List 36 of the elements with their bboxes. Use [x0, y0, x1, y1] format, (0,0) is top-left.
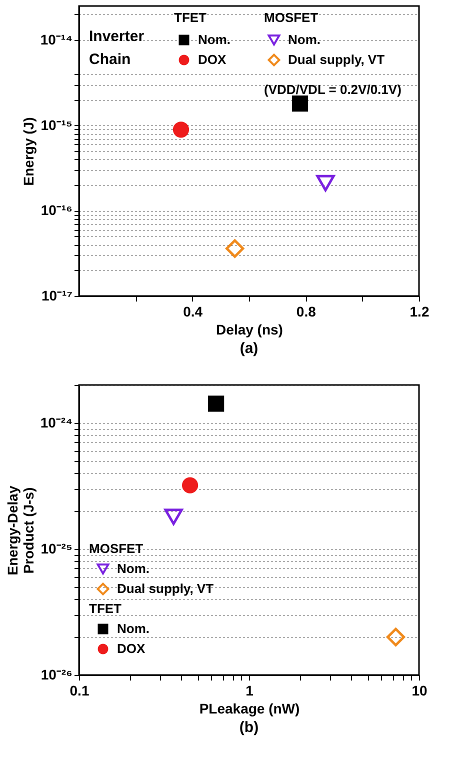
y-tick-label: 10⁻²⁶: [40, 666, 72, 682]
x-tick-label: 1: [246, 682, 254, 698]
text: (b): [239, 719, 259, 736]
legend-label: Nom.: [198, 32, 230, 47]
annotation: (VDD/VDL = 0.2V/0.1V): [264, 82, 402, 97]
x-tick-label: 1.2: [410, 304, 430, 320]
point: [226, 239, 244, 258]
legend-label: Nom.: [117, 621, 150, 636]
text: (a): [240, 340, 258, 357]
x-tick-label: 0.1: [70, 682, 90, 698]
x-axis-title: PLeakage (nW): [199, 700, 300, 716]
y-tick-label: 10⁻¹⁷: [41, 288, 73, 304]
legend-label: Nom.: [288, 32, 320, 47]
annotation: Inverter Chain: [89, 28, 144, 68]
legend-label: DOX: [198, 52, 226, 67]
point: [316, 174, 335, 192]
annotation: TFET: [174, 10, 207, 25]
legend-label: Nom.: [117, 561, 150, 576]
x-tick-label: 0.4: [183, 304, 203, 320]
y-tick-label: 10⁻¹⁴: [40, 31, 73, 48]
annotation: MOSFET: [264, 10, 318, 25]
annotation: TFET: [89, 601, 122, 616]
y-axis-title: Energy-Delay Product (J-s): [4, 486, 36, 576]
y-axis-title: Energy (J): [20, 117, 36, 186]
point: [172, 122, 190, 138]
legend-label: Dual supply, VT: [117, 581, 214, 596]
x-tick-label: 0.8: [296, 304, 316, 320]
y-tick-label: 10⁻²⁵: [40, 540, 72, 556]
legend-label: DOX: [117, 641, 146, 656]
x-tick-label: 10: [412, 682, 428, 698]
y-tick-label: 10⁻¹⁶: [40, 202, 72, 218]
annotation: MOSFET: [89, 541, 144, 556]
y-tick-label: 10⁻²⁴: [40, 414, 73, 430]
y-tick-label: 10⁻¹⁵: [40, 116, 72, 133]
legend-label: Dual supply, VT: [288, 52, 385, 67]
x-axis-title: Delay (ns): [216, 322, 283, 338]
